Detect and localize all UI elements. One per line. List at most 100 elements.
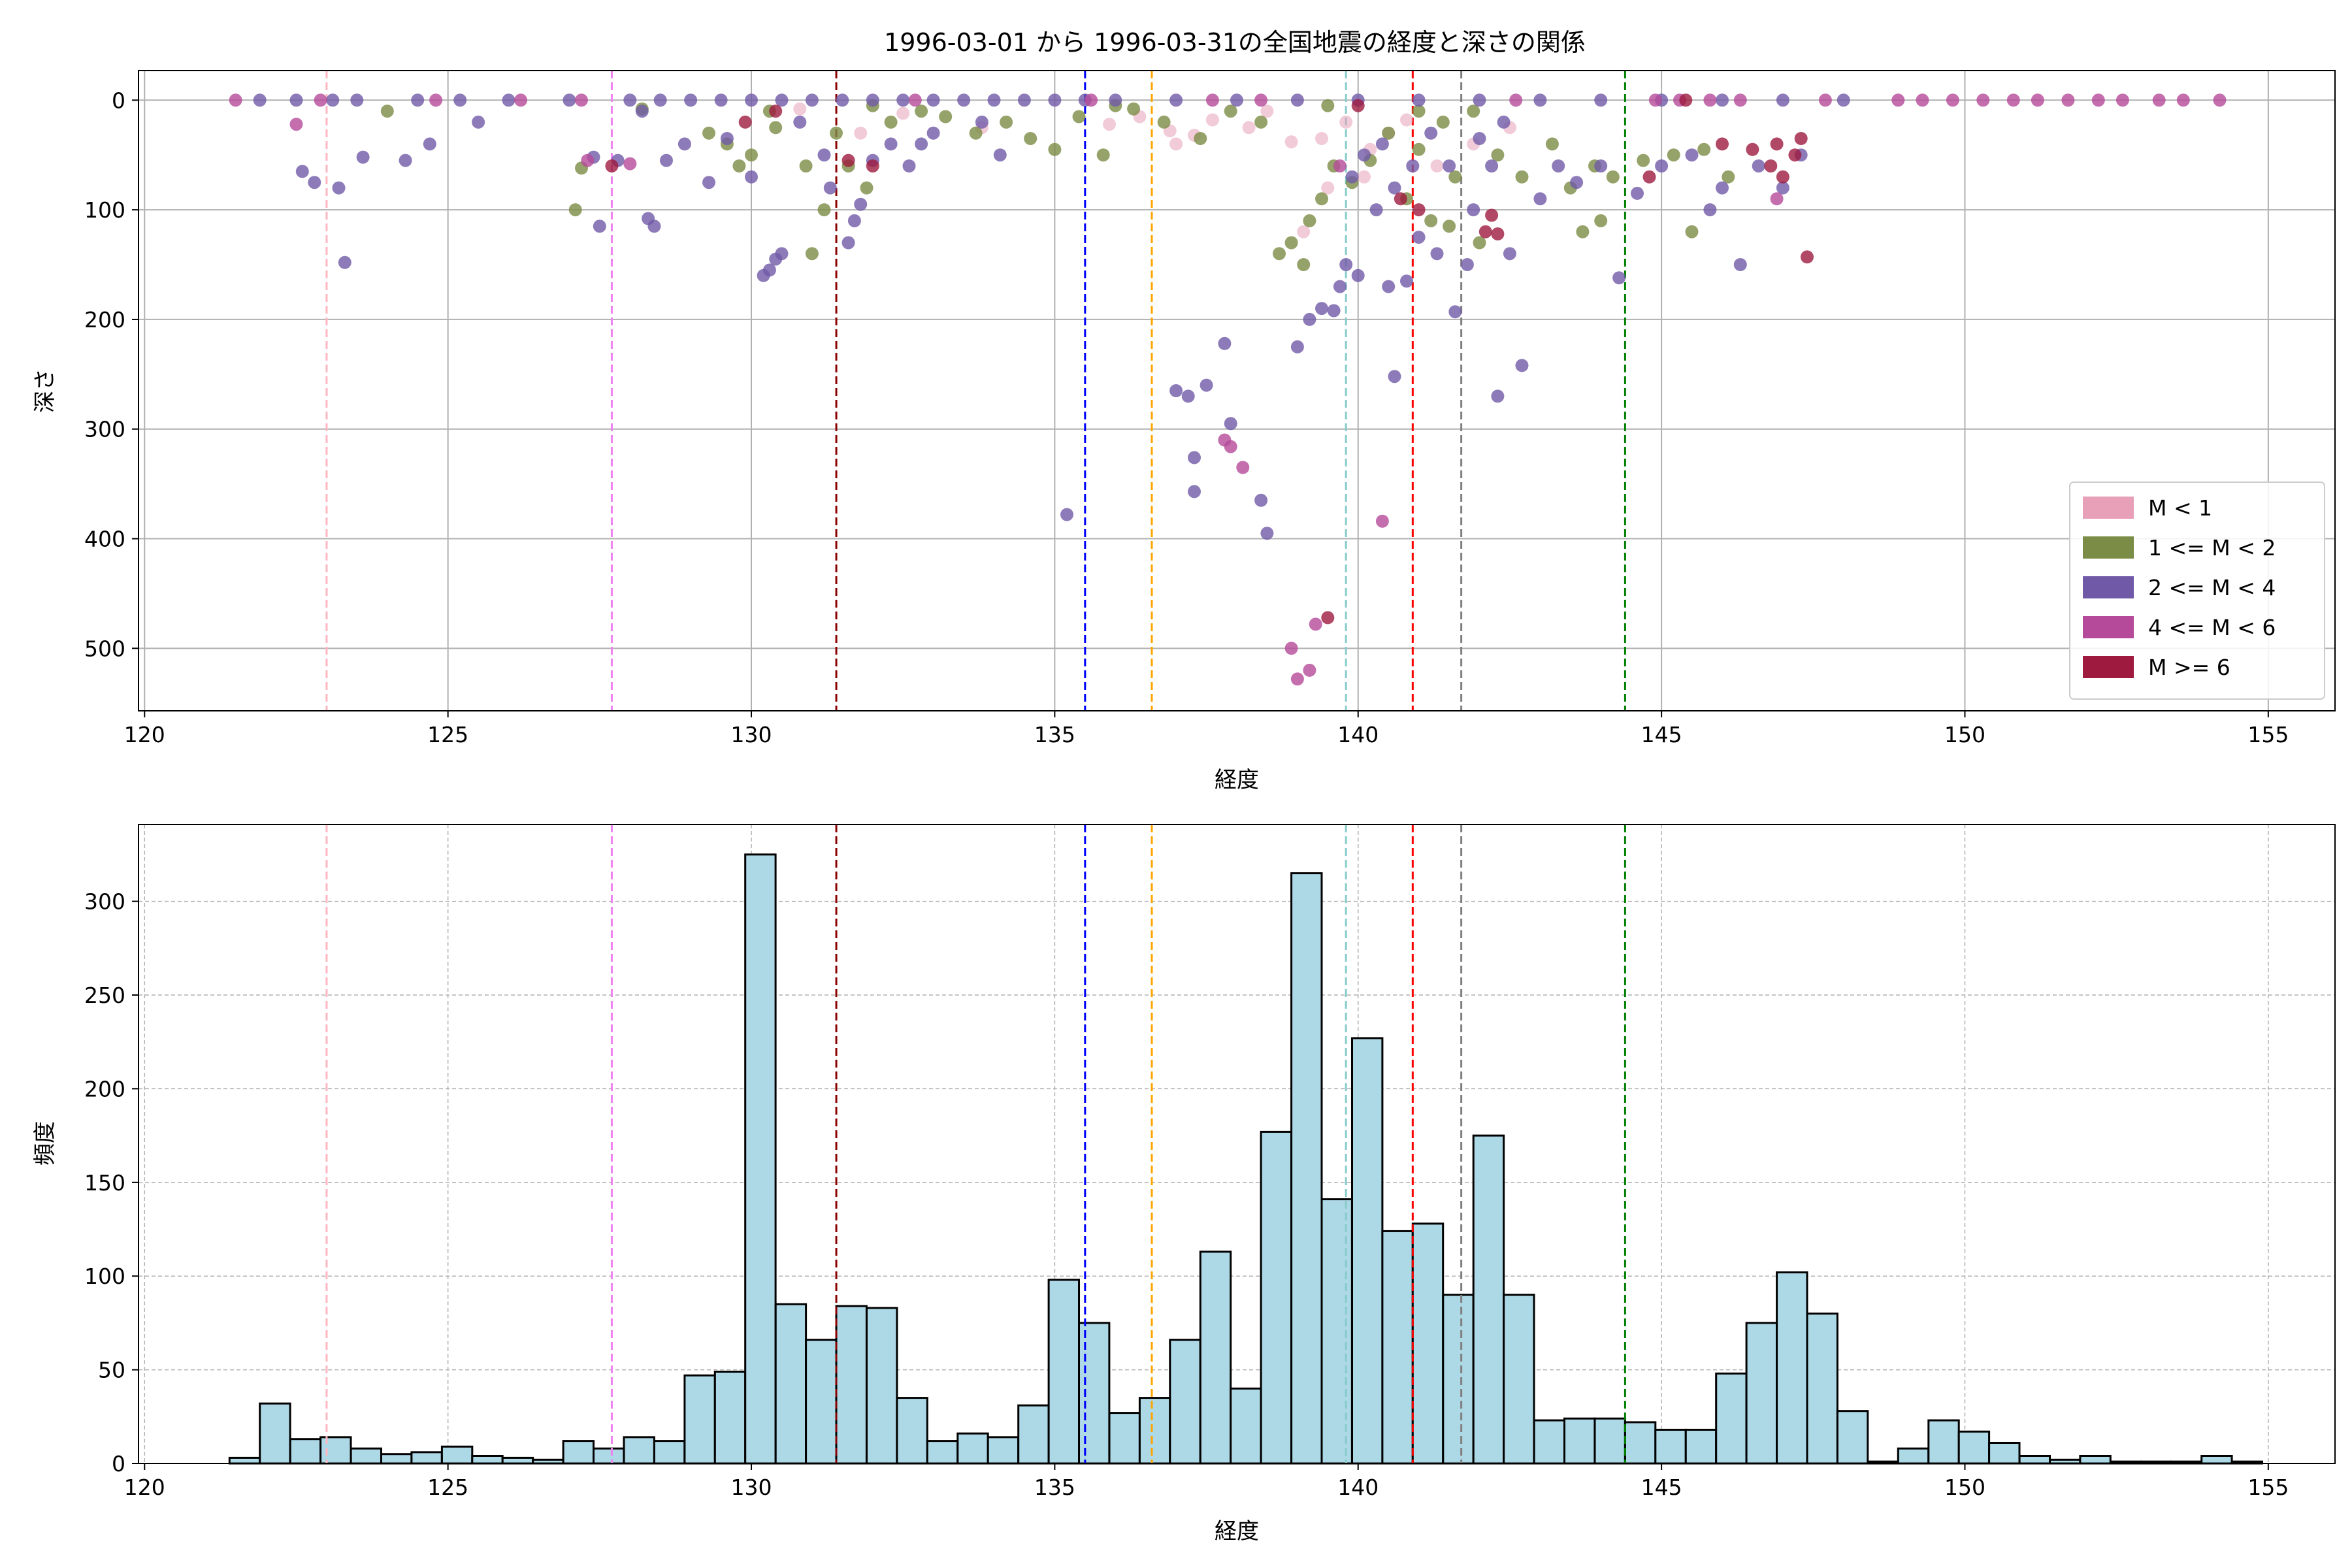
scatter-point [2213,93,2227,107]
histogram-bar [1684,1428,1718,1465]
scatter-point [1048,93,1062,107]
scatter-x-tick-label: 145 [1641,722,1682,747]
scatter-point [472,115,485,129]
scatter-point [1733,93,1747,107]
scatter-point [1533,192,1547,206]
scatter-point [2031,93,2044,107]
scatter-point [308,176,321,189]
scatter-point [514,93,528,107]
scatter-point [1642,170,1656,184]
scatter-point [1703,93,1717,107]
scatter-y-tick-label: 300 [84,417,125,442]
histogram-bar [1897,1447,1930,1465]
histogram-bar [380,1453,413,1465]
scatter-point [399,154,412,167]
scatter-point [1679,93,1693,107]
scatter-point [1169,137,1183,151]
scatter-point [1685,148,1699,162]
histogram-x-tick-label: 120 [124,1475,165,1500]
scatter-x-ticks: 120 125 130 135 140 145 150 155 [124,711,2289,747]
scatter-point [423,137,436,151]
scatter-point [1230,93,1243,107]
scatter-point [1794,132,1808,145]
scatter-point [1776,93,1789,107]
scatter-point [295,165,309,178]
histogram-bar [440,1445,474,1465]
scatter-point [1637,154,1650,167]
scatter-point [1194,132,1207,145]
histogram-bar [1411,1222,1445,1465]
scatter-point [1109,93,1122,107]
scatter-point [1776,181,1789,195]
histogram-bar [1047,1279,1080,1465]
scatter-point [854,197,868,211]
scatter-point [799,159,813,172]
scatter-point [635,105,649,118]
scatter-point [1631,186,1644,200]
histogram-bar [1290,872,1323,1465]
scatter-point [678,137,691,151]
histogram-x-tick-label: 155 [2247,1475,2289,1500]
scatter-point [1000,115,1013,129]
scatter-point [1205,113,1219,127]
scatter-point [1412,93,1426,107]
histogram-bar [1533,1419,1566,1465]
scatter-point [969,126,983,140]
scatter-point [1218,336,1232,350]
histogram-bar [987,1436,1020,1465]
scatter-point [841,236,855,250]
scatter-points [229,93,2227,686]
scatter-point [1169,384,1183,397]
histogram-reference-lines [325,825,1626,1463]
scatter-point [229,93,242,107]
histogram-x-ticks: 120 125 130 135 140 145 150 155 [124,1463,2289,1500]
histogram-bar [410,1451,443,1465]
scatter-point [1290,340,1304,353]
scatter-point [1200,378,1213,392]
scatter-point [647,220,661,233]
histogram-bar [1806,1313,1838,1465]
scatter-point [2061,93,2075,107]
scatter-point [866,159,879,172]
scatter-point [411,93,425,107]
scatter-point [1242,121,1256,135]
histogram-bar [471,1455,504,1465]
scatter-point [1017,93,1031,107]
scatter-point [939,110,953,123]
legend-label: M < 1 [2148,495,2212,521]
scatter-point [866,93,879,107]
histogram-bar [1988,1442,2021,1465]
scatter-point [1801,250,1814,264]
scatter-point [1321,611,1335,625]
scatter-point [1612,271,1626,285]
scatter-y-tick-label: 0 [112,88,125,113]
scatter-x-tick-label: 130 [731,722,772,747]
scatter-point [2006,93,2020,107]
scatter-point [1375,137,1389,151]
histogram-bar [1108,1412,1141,1465]
histogram-plot-frame [138,824,2336,1464]
scatter-point [975,115,988,129]
histogram-x-tick-label: 125 [427,1475,468,1500]
scatter-point [1648,93,1662,107]
histogram-bar [228,1456,261,1465]
scatter-point [987,93,1001,107]
scatter-x-tick-label: 155 [2247,722,2289,747]
scatter-point [915,137,928,151]
scatter-point [502,93,515,107]
scatter-point [1333,159,1347,172]
chart-title: 1996-03-01 から 1996-03-31の全国地震の経度と深さの関係 [884,28,1586,57]
scatter-point [1388,370,1401,384]
scatter-point [1697,142,1711,156]
scatter-point [623,93,637,107]
scatter-point [860,181,874,195]
scatter-point [1976,93,1990,107]
histogram-y-tick-label: 300 [84,889,125,915]
scatter-point [1273,247,1286,261]
histogram-bar [593,1447,625,1465]
scatter-point [1188,485,1201,498]
scatter-point [926,126,940,140]
scatter-point [1460,258,1474,271]
scatter-point [745,148,758,162]
